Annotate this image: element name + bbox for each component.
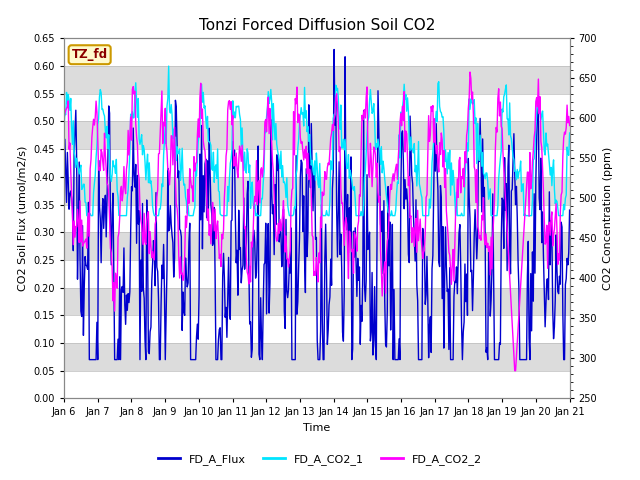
Bar (64, 371, 570, 398)
Bar (64, 232, 570, 260)
Bar (64, 66, 570, 94)
Text: TZ_fd: TZ_fd (72, 48, 108, 61)
Bar (64, 149, 570, 177)
Title: Tonzi Forced Diffusion Soil CO2: Tonzi Forced Diffusion Soil CO2 (198, 18, 435, 33)
Bar (64, 38, 570, 66)
X-axis label: Time: Time (303, 423, 330, 433)
Bar (64, 121, 570, 149)
Y-axis label: CO2 Soil Flux (umol/m2/s): CO2 Soil Flux (umol/m2/s) (18, 146, 28, 291)
Bar (64, 94, 570, 121)
Bar (64, 343, 570, 371)
Bar (64, 177, 570, 204)
Bar (64, 288, 570, 315)
Bar (64, 315, 570, 343)
Y-axis label: CO2 Concentration (ppm): CO2 Concentration (ppm) (603, 147, 613, 290)
Bar (64, 204, 570, 232)
Legend: FD_A_Flux, FD_A_CO2_1, FD_A_CO2_2: FD_A_Flux, FD_A_CO2_1, FD_A_CO2_2 (154, 450, 486, 469)
Bar (64, 260, 570, 288)
